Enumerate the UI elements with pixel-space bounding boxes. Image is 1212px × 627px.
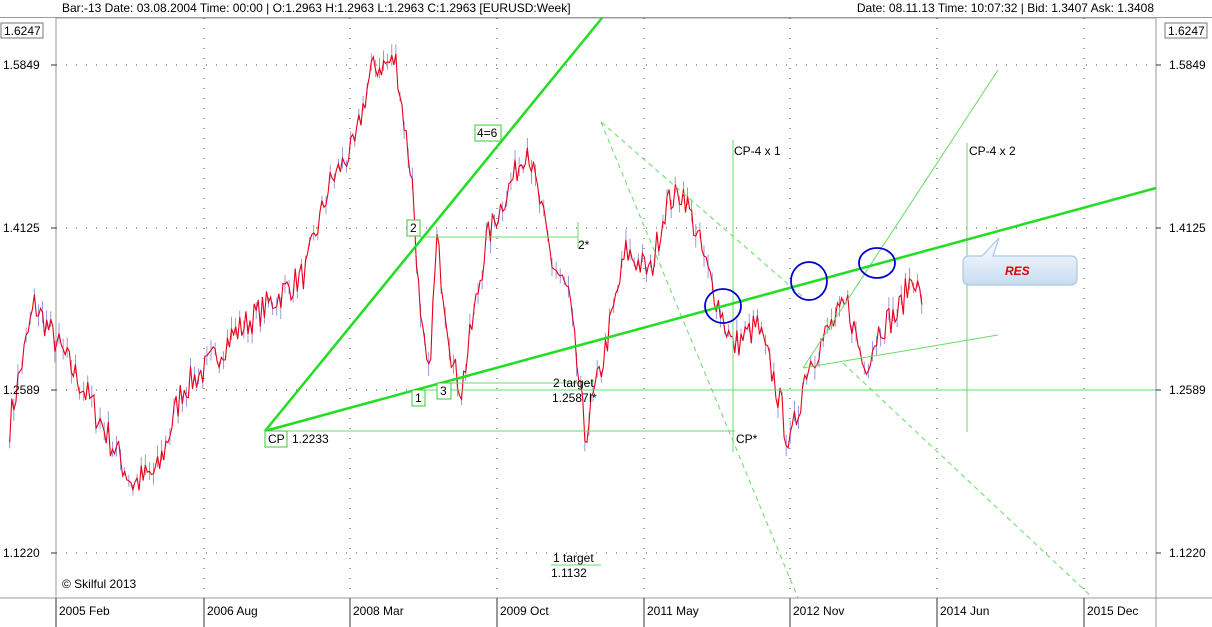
y-label-left-0: 1.5849 — [3, 58, 40, 72]
x-label-5: 2012 Nov — [793, 604, 844, 618]
res-callout-bubble — [962, 237, 1078, 286]
y-label-left-1: 1.4125 — [3, 221, 40, 235]
y-top-label-right: 1.6247 — [1168, 24, 1205, 38]
x-label-0: 2005 Feb — [59, 604, 110, 618]
channel-upper-line — [802, 69, 999, 369]
plot-area — [55, 17, 1157, 599]
label-4-6-box — [474, 124, 502, 142]
y-label-right-3: 1.1220 — [1169, 546, 1206, 560]
y-top-label-box-left — [0, 22, 44, 39]
x-label-6: 2014 Jun — [940, 604, 989, 618]
y-label-right-1: 1.4125 — [1169, 221, 1206, 235]
bar-ohlc-info: Bar:-13 Date: 03.08.2004 Time: 00:00 | O… — [62, 1, 571, 15]
label-cp: CP — [268, 432, 285, 446]
label-2-box — [406, 219, 421, 237]
x-label-4: 2011 May — [647, 604, 699, 618]
x-label-3: 2009 Oct — [500, 604, 549, 618]
construction-lines — [265, 69, 1156, 566]
price-series-line — [9, 53, 923, 493]
y-axis-right: 1.5849 1.4125 1.2589 1.1220 1.6247 — [1164, 22, 1208, 560]
x-label-7: 2015 Dec — [1087, 604, 1138, 618]
label-3: 3 — [440, 384, 447, 398]
dashed-diagonal-1 — [600, 121, 799, 599]
res-callout: RES — [962, 237, 1078, 286]
channel-lower-line — [802, 334, 999, 369]
label-cp4x1: CP-4 x 1 — [734, 144, 781, 158]
y-top-label-box-right — [1164, 22, 1208, 39]
label-cp-value: 1.2233 — [292, 432, 329, 446]
label-cp-box — [264, 430, 288, 448]
copyright-text: © Skilful 2013 — [62, 577, 137, 591]
x-label-2: 2008 Mar — [353, 604, 404, 618]
label-4-6: 4=6 — [477, 126, 498, 140]
label-1-target: 1 target — [553, 551, 594, 565]
label-2: 2 — [410, 221, 417, 235]
y-top-label-left: 1.6247 — [4, 24, 41, 38]
label-cp-star: CP* — [736, 432, 758, 446]
y-label-right-2: 1.2589 — [1169, 383, 1206, 397]
res-callout-text: RES — [1005, 264, 1030, 278]
touch-circle-3 — [858, 247, 896, 279]
label-2-target: 2 target — [553, 376, 594, 390]
dashed-diagonal-3 — [842, 362, 1094, 599]
touch-circle-2 — [790, 261, 828, 301]
x-label-1: 2006 Aug — [207, 604, 258, 618]
label-1: 1 — [415, 391, 422, 405]
y-axis-left: 1.5849 1.4125 1.2589 1.1220 1.6247 — [0, 22, 44, 560]
bid-ask-info: Date: 08.11.13 Time: 10:07:32 | Bid: 1.3… — [856, 1, 1154, 15]
dashed-lines — [600, 121, 1094, 599]
label-cp4x2: CP-4 x 2 — [969, 144, 1016, 158]
label-1-box — [411, 389, 426, 407]
label-2-star: 2* — [578, 238, 590, 252]
chart-info-bar: Bar:-13 Date: 03.08.2004 Time: 00:00 | O… — [0, 0, 1212, 18]
y-label-left-3: 1.1220 — [3, 546, 40, 560]
label-3-box — [436, 382, 452, 400]
label-2-target-value: 1.2587I* — [552, 391, 597, 405]
y-label-right-0: 1.5849 — [1169, 58, 1206, 72]
pattern-labels: CP 1.2233 1 2 2* 3 4=6 2 target 1.2587I*… — [264, 124, 1016, 580]
steep-trend-line — [264, 17, 603, 432]
y-label-left-2: 1.2589 — [3, 383, 40, 397]
touch-circle-1 — [704, 288, 742, 324]
x-axis: 2005 Feb 2006 Aug 2008 Mar 2009 Oct 2011 May… — [55, 598, 1138, 627]
label-1-target-value: 1.1132 — [551, 566, 587, 580]
